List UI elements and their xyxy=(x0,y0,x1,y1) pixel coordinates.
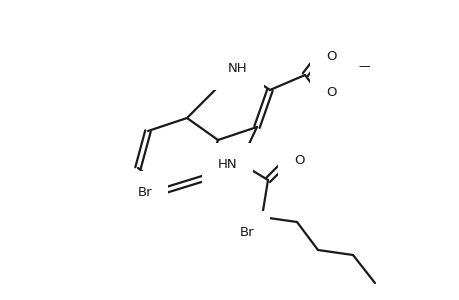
Text: O: O xyxy=(293,154,304,167)
Text: NH: NH xyxy=(228,61,247,74)
Text: —: — xyxy=(357,61,369,74)
Text: HN: HN xyxy=(217,158,236,172)
Text: O: O xyxy=(325,85,336,98)
Text: Br: Br xyxy=(137,187,151,200)
Text: Br: Br xyxy=(239,226,254,239)
Text: O: O xyxy=(325,50,336,64)
